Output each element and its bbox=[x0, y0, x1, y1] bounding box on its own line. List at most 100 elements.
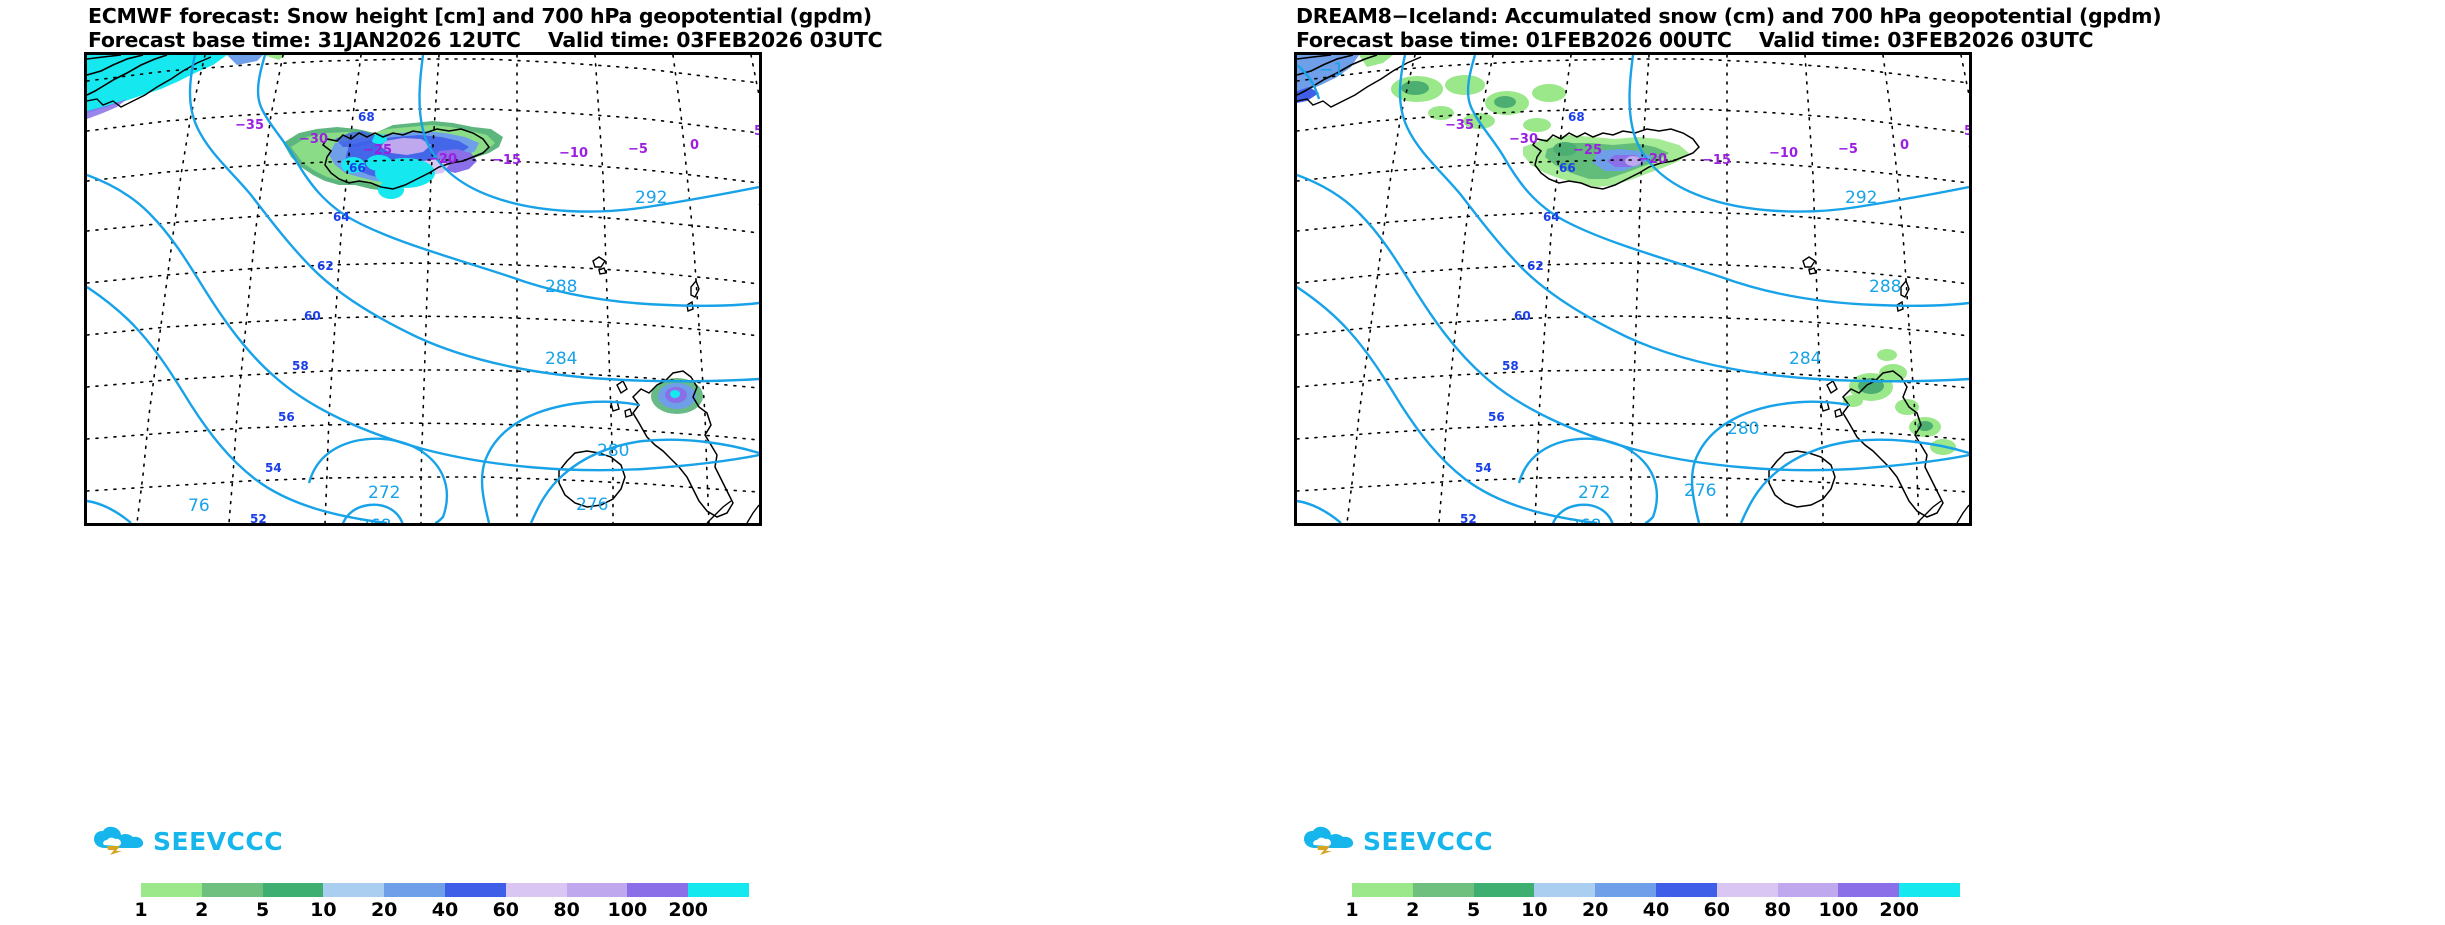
colorbar-tick-label: 200 bbox=[668, 899, 709, 921]
map-labels-dream8: −35 −30 −25 −20 −15 −10 −5 0 5 68 66 64 62 60 58 56 54 5… bbox=[1319, 60, 1969, 523]
graticule-layer bbox=[1297, 55, 1969, 523]
colorbar-segment bbox=[1899, 883, 1960, 897]
geopotential-contour-label: 280 bbox=[1727, 419, 1759, 439]
colorbar-tick-label: 80 bbox=[1764, 899, 1791, 921]
longitude-label: −35 bbox=[235, 118, 264, 133]
geopotential-contour-label: 288 bbox=[1869, 277, 1901, 297]
colorbar-tick-label: 60 bbox=[1703, 899, 1731, 921]
longitude-label: −10 bbox=[559, 146, 588, 161]
latitude-label: 56 bbox=[1488, 410, 1505, 424]
panel-title-line1: DREAM8−Iceland: Accumulated snow (cm) an… bbox=[1296, 4, 2162, 28]
map-svg-ecmwf bbox=[87, 55, 759, 523]
longitude-label: 0 bbox=[690, 138, 699, 153]
geopotential-contour-label: −1 bbox=[1319, 60, 1344, 80]
latitude-label: 54 bbox=[265, 461, 282, 475]
colorbar-segment bbox=[201, 883, 263, 897]
longitude-label: −20 bbox=[1638, 152, 1667, 167]
colorbar-tick-label: 10 bbox=[310, 899, 337, 921]
panel-dream8: DREAM8−Iceland: Accumulated snow (cm) an… bbox=[1222, 0, 2444, 925]
seevccc-logo-left: SEEVCCC bbox=[92, 826, 283, 856]
colorbar-tick-label: 2 bbox=[1406, 899, 1420, 921]
colorbar-segment bbox=[1838, 883, 1900, 897]
geopotential-contour-label: 76 bbox=[188, 496, 210, 516]
panel-ecmwf: ECMWF forecast: Snow height [cm] and 700… bbox=[0, 0, 1222, 925]
geopotential-contour-label: 284 bbox=[545, 349, 577, 369]
graticule-layer bbox=[87, 55, 759, 523]
map-svg-dream8 bbox=[1297, 55, 1969, 523]
colorbar-segment bbox=[1595, 883, 1656, 897]
geopotential-contour-label: 292 bbox=[1845, 188, 1877, 208]
colorbar-tick-label: 40 bbox=[1642, 899, 1670, 921]
longitude-label: −5 bbox=[1838, 142, 1858, 157]
panel-title-line1: ECMWF forecast: Snow height [cm] and 700… bbox=[88, 4, 872, 28]
latitude-label: 58 bbox=[1502, 359, 1519, 373]
longitude-label: 5 bbox=[754, 124, 759, 139]
lightning-arrow-icon bbox=[1317, 846, 1332, 855]
geopotential-contour-label: 276 bbox=[1684, 481, 1716, 501]
snow-shading-scotland bbox=[651, 378, 703, 414]
longitude-label: −15 bbox=[492, 153, 521, 168]
colorbar-tick-label: 40 bbox=[431, 899, 459, 921]
latitude-label: 52 bbox=[250, 512, 267, 523]
latitude-label: 64 bbox=[1543, 210, 1560, 224]
colorbar-segment bbox=[1412, 883, 1474, 897]
colorbar-tick-label: 200 bbox=[1879, 899, 1920, 921]
lightning-arrow-icon bbox=[107, 846, 122, 855]
colorbar-segment bbox=[444, 883, 506, 897]
colorbar-tick-label: 100 bbox=[607, 899, 648, 921]
colorbar-segment bbox=[688, 883, 749, 897]
seevccc-logo-right: SEEVCCC bbox=[1302, 826, 1493, 856]
latitude-label: 66 bbox=[349, 161, 366, 175]
geopotential-contour-label: 268 bbox=[359, 516, 391, 523]
latitude-label: 62 bbox=[1527, 259, 1544, 273]
panel-title-line2: Forecast base time: 01FEB2026 00UTC Vali… bbox=[1296, 28, 2094, 52]
map-canvas-ecmwf[interactable]: −35 −30 −25 −20 −15 −10 −5 0 5 68 66 64 62 60 58 56 54 5… bbox=[84, 52, 762, 526]
longitude-label: −35 bbox=[1445, 118, 1474, 133]
geopotential-contour-label: 268 bbox=[1569, 516, 1601, 523]
latitude-label: 68 bbox=[358, 110, 375, 124]
colorbar-segment bbox=[141, 883, 202, 897]
colorbar-tick-label: 5 bbox=[255, 899, 270, 921]
colorbar-tick-label: 20 bbox=[370, 899, 398, 921]
geopotential-contour-label: 276 bbox=[576, 495, 608, 515]
colorbar-segment bbox=[384, 883, 445, 897]
colorbar-segment bbox=[1655, 883, 1717, 897]
snow-shading-north bbox=[1391, 75, 1566, 132]
colorbar-segment bbox=[1716, 883, 1778, 897]
latitude-label: 62 bbox=[317, 259, 334, 273]
longitude-label: −5 bbox=[628, 142, 648, 157]
longitude-label: −15 bbox=[1702, 153, 1731, 168]
longitude-label: −25 bbox=[363, 143, 392, 158]
colorbar-tick-label: 5 bbox=[1466, 899, 1481, 921]
colorbar-tick-label: 60 bbox=[492, 899, 520, 921]
longitude-label: −20 bbox=[428, 152, 457, 167]
geopotential-contour-label: 280 bbox=[597, 441, 629, 461]
colorbar-tick-label: 1 bbox=[134, 899, 148, 921]
colorbar-right: 1 2 5 10 20 40 60 80 100 200 bbox=[1345, 883, 1960, 923]
colorbar-tick-labels: 1 2 5 10 20 40 60 80 100 200 bbox=[134, 897, 749, 923]
colorbar-segment bbox=[262, 883, 324, 897]
colorbar-tick-label: 1 bbox=[1345, 899, 1359, 921]
geopotential-contour-label: 272 bbox=[1578, 483, 1610, 503]
colorbar-segment bbox=[323, 883, 385, 897]
longitude-label: −30 bbox=[1509, 132, 1538, 147]
cloud-icon bbox=[94, 826, 144, 855]
colorbar-segment bbox=[1534, 883, 1596, 897]
snow-shading-iceland bbox=[283, 121, 503, 199]
latitude-label: 60 bbox=[304, 309, 321, 323]
colorbar-segment bbox=[566, 883, 628, 897]
colorbar-left: 1 2 5 10 20 40 60 80 100 200 bbox=[134, 883, 749, 923]
map-labels-ecmwf: −35 −30 −25 −20 −15 −10 −5 0 5 68 66 64 62 60 58 56 54 5… bbox=[188, 110, 759, 523]
geopotential-contour-label: 272 bbox=[368, 483, 400, 503]
colorbar-segment bbox=[627, 883, 689, 897]
colorbar-strip bbox=[1352, 883, 1960, 897]
latitude-label: 68 bbox=[1568, 110, 1585, 124]
map-canvas-dream8[interactable]: −35 −30 −25 −20 −15 −10 −5 0 5 68 66 64 62 60 58 56 54 5… bbox=[1294, 52, 1972, 526]
longitude-label: 5 bbox=[1964, 124, 1969, 139]
logo-text: SEEVCCC bbox=[1363, 826, 1494, 856]
snow-shading-iceland bbox=[1523, 135, 1689, 187]
longitude-label: −25 bbox=[1573, 143, 1602, 158]
cloud-icon bbox=[1304, 826, 1354, 855]
colorbar-tick-label: 10 bbox=[1521, 899, 1548, 921]
